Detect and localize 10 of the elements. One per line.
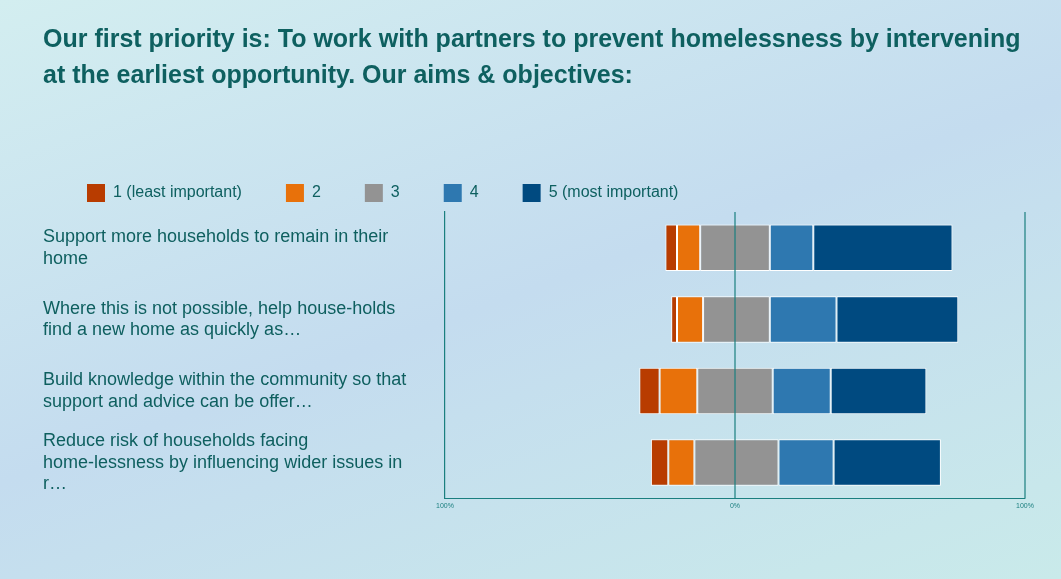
legend-label: 2 bbox=[311, 183, 321, 201]
chart-title: Our first priority is: To work with partners to prevent homelessness by intervening at the earliest opportunity. Our aims & objectives: bbox=[43, 23, 1022, 90]
legend-label: 3 bbox=[390, 183, 400, 201]
y-tick-label: Where this is not possible, help house-holds find a new home as quickly as… bbox=[43, 297, 396, 340]
y-tick-label: Reduce risk of households facing home-lessness by influencing wider issues in r… bbox=[43, 429, 403, 494]
legend-label: 4 bbox=[469, 183, 479, 201]
y-tick-label: Support more households to remain in their home bbox=[43, 225, 389, 268]
legend-label: 1 (least important) bbox=[113, 183, 242, 201]
legend-label: 5 (most important) bbox=[548, 183, 679, 201]
y-tick-label: Build knowledge within the community so that support and advice can be offer… bbox=[43, 369, 407, 411]
